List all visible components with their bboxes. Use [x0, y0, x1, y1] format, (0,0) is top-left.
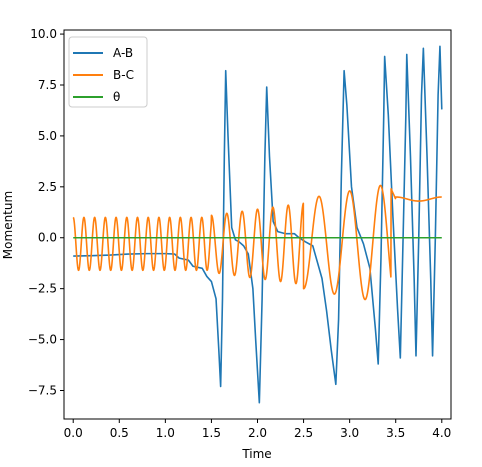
- x-tick-label: 2.0: [248, 426, 267, 440]
- y-tick-label: −7.5: [28, 383, 57, 397]
- series-line-a-b: [73, 45, 443, 404]
- x-tick-label: 1.5: [202, 426, 221, 440]
- x-tick-label: 2.5: [294, 426, 313, 440]
- y-tick-label: 2.5: [38, 180, 57, 194]
- legend-label-b-c: B-C: [113, 68, 134, 82]
- x-tick-label: 0.5: [110, 426, 129, 440]
- y-tick-label: −5.0: [28, 333, 57, 347]
- x-tick-label: 3.0: [340, 426, 359, 440]
- legend-label-a-b: A-B: [113, 46, 133, 60]
- series-line-b-c: [72, 184, 443, 301]
- y-tick-label: 10.0: [30, 27, 57, 41]
- x-axis-ticks: 0.0 0.5 1.0 1.5 2.0 2.5 3.0 3.5 4.0: [64, 419, 451, 440]
- y-tick-label: 7.5: [38, 78, 57, 92]
- x-tick-label: 4.0: [432, 426, 451, 440]
- y-axis-label: Momentum: [1, 191, 15, 259]
- legend-label-theta: θ: [113, 90, 120, 104]
- y-tick-label: 0.0: [38, 231, 57, 245]
- x-tick-label: 1.0: [156, 426, 175, 440]
- legend: A-B B-C θ: [68, 36, 148, 108]
- y-axis-ticks: −7.5 −5.0 −2.5 0.0 2.5 5.0 7.5 10.0: [28, 27, 64, 397]
- x-tick-label: 3.5: [386, 426, 405, 440]
- x-axis-label: Time: [241, 447, 271, 461]
- y-tick-label: 5.0: [38, 129, 57, 143]
- legend-box: [68, 36, 148, 108]
- y-tick-label: −2.5: [28, 282, 57, 296]
- x-tick-label: 0.0: [64, 426, 83, 440]
- series-layer: [72, 45, 443, 404]
